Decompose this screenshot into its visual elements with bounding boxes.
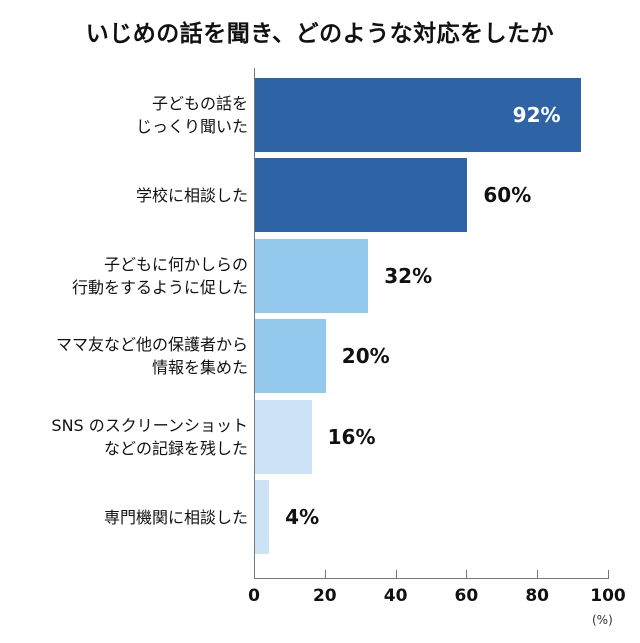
x-axis-tick-label: 80 bbox=[525, 586, 550, 606]
bar-row: 子どもの話を じっくり聞いた 92% bbox=[0, 78, 640, 152]
bar-row: 子どもに何かしらの 行動をするように促した 32% bbox=[0, 239, 640, 313]
x-axis-line bbox=[254, 578, 609, 579]
bar-row: 専門機関に相談した 4% bbox=[0, 480, 640, 554]
bar-row: ママ友など他の保護者から 情報を集めた 20% bbox=[0, 319, 640, 393]
x-axis-tick bbox=[608, 570, 609, 578]
category-label: 子どもの話を じっくり聞いた bbox=[135, 94, 248, 136]
x-axis-tick bbox=[324, 570, 326, 578]
x-axis-tick-label: 100 bbox=[590, 586, 626, 606]
value-label: 16% bbox=[327, 425, 376, 449]
value-label: 20% bbox=[341, 344, 390, 368]
chart-title: いじめの話を聞き、どのような対応をしたか bbox=[85, 21, 555, 47]
y-axis-line bbox=[254, 68, 255, 579]
bar bbox=[255, 400, 312, 474]
value-label: 60% bbox=[483, 183, 532, 207]
value-label: 92% bbox=[512, 103, 561, 127]
x-axis-unit: (%) bbox=[592, 613, 613, 627]
x-axis-tick bbox=[466, 570, 468, 578]
category-label: 子どもに何かしらの 行動をするように促した bbox=[71, 255, 248, 297]
value-label: 32% bbox=[384, 264, 433, 288]
category-label: 専門機関に相談した bbox=[103, 507, 248, 527]
bar bbox=[255, 78, 581, 152]
bar-row: SNS のスクリーンショット などの記録を残した 16% bbox=[0, 400, 640, 474]
bar bbox=[255, 319, 326, 393]
bar-row: 学校に相談した 60% bbox=[0, 158, 640, 232]
category-label: SNS のスクリーンショット などの記録を残した bbox=[51, 416, 248, 458]
x-axis-tick bbox=[395, 570, 397, 578]
x-axis-tick bbox=[537, 570, 539, 578]
value-label: 4% bbox=[285, 505, 320, 529]
bar bbox=[255, 480, 270, 554]
category-label: ママ友など他の保護者から 情報を集めた bbox=[55, 335, 248, 377]
bar bbox=[255, 158, 468, 232]
x-axis-tick-label: 20 bbox=[312, 586, 337, 606]
x-axis-tick-label: 60 bbox=[454, 586, 479, 606]
x-axis-tick-label: 0 bbox=[248, 586, 260, 606]
category-label: 学校に相談した bbox=[135, 185, 248, 205]
x-axis-tick-label: 40 bbox=[383, 586, 408, 606]
bar bbox=[255, 239, 369, 313]
